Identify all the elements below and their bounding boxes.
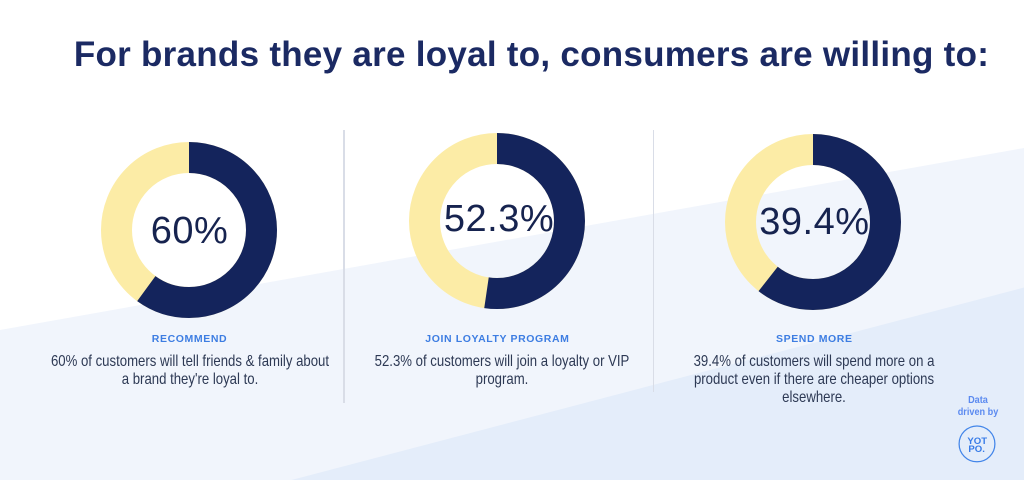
svg-text:YOT: YOT bbox=[968, 436, 988, 447]
svg-text:PO.: PO. bbox=[969, 444, 986, 455]
